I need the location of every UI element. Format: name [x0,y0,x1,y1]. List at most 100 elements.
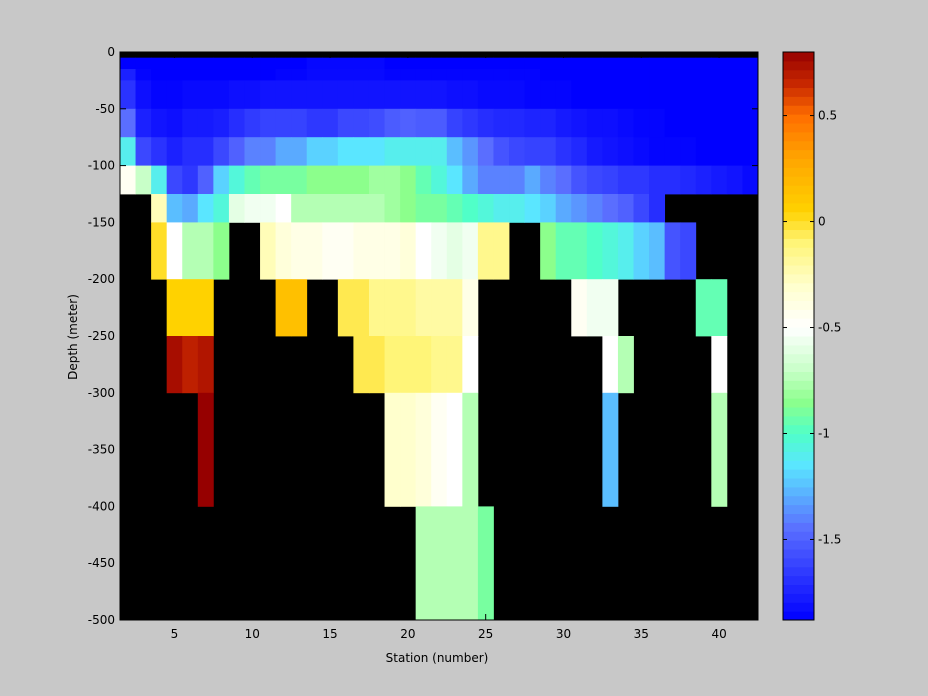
colorbar-segment [783,123,814,133]
heatmap-cell [586,194,603,223]
x-axis-label: Station (number) [386,651,489,665]
heatmap-cell [368,80,385,110]
colorbar-segment [783,486,814,497]
heatmap-cell [493,222,510,280]
heatmap-cell [742,80,759,110]
heatmap-cell [617,69,634,81]
heatmap-cell [726,57,743,70]
heatmap-cell [711,279,728,337]
heatmap-cell [649,108,666,138]
heatmap-cell [695,69,712,81]
heatmap-cell [446,506,463,621]
heatmap-cell [571,194,588,223]
heatmap-cell [228,194,245,223]
heatmap-cell [711,137,728,166]
colorbar-segment [783,602,814,612]
heatmap-cell [462,506,479,621]
heatmap-cell [633,165,650,195]
heatmap-cell [244,80,261,110]
heatmap-cell [540,69,557,81]
heatmap-cell [711,80,728,110]
heatmap-cell [353,165,370,195]
heatmap-cell [571,69,588,81]
colorbar-segment [783,158,814,168]
heatmap-cell [244,194,261,223]
heatmap-cell [586,69,603,81]
heatmap-cell [415,137,432,166]
heatmap-cell [415,108,432,138]
heatmap-cell [291,69,308,81]
x-tick-label: 5 [171,627,179,641]
colorbar-segment [783,522,814,532]
heatmap-cell [415,222,432,280]
heatmap-cell [695,137,712,166]
y-tick-label: -400 [88,499,115,513]
heatmap-cell [571,137,588,166]
heatmap-cell [197,392,214,507]
heatmap-cell [524,108,541,138]
heatmap-cell [477,57,494,70]
heatmap-cell [368,336,385,394]
heatmap-cell [166,336,183,394]
heatmap-cell [540,80,557,110]
x-tick-label: 10 [245,627,260,641]
heatmap-cell [524,80,541,110]
heatmap-cell [711,392,728,507]
heatmap-cell [633,80,650,110]
heatmap-cell [649,57,666,70]
heatmap-cell [368,279,385,337]
heatmap-cell [384,137,401,166]
heatmap-cell [633,69,650,81]
heatmap-cell [431,392,448,507]
heatmap-cell [244,57,261,70]
heatmap-cell [509,108,525,138]
heatmap-cell [540,137,557,166]
heatmap-cell [415,506,432,621]
colorbar-segment [783,149,814,160]
heatmap-cell [197,137,214,166]
heatmap-cell [711,57,728,70]
heatmap-cell [711,165,728,195]
heatmap-cell [182,137,199,166]
heatmap-cell [586,57,603,70]
heatmap-cell [462,165,479,195]
colorbar-segment [783,362,814,372]
heatmap-cell [291,165,308,195]
heatmap-cell [368,108,385,138]
heatmap-cell [477,165,494,195]
colorbar-segment [783,60,814,71]
colorbar-segment [783,407,814,417]
heatmap-cell [213,80,230,110]
colorbar-segment [783,460,814,470]
x-tick-label: 20 [400,627,415,641]
colorbar-segment [783,593,814,603]
heatmap-cell [368,137,385,166]
colorbar-segment [783,52,814,62]
colorbar-segment [783,495,814,506]
colorbar-segment [783,69,814,80]
heatmap-cell [400,108,417,138]
heatmap-cell [337,279,354,337]
heatmap-cell [415,57,432,70]
heatmap-cell [742,165,759,195]
heatmap-cell [275,69,292,81]
heatmap-cell [368,165,385,195]
heatmap-cell [431,165,448,195]
colorbar-tick-label: 0 [818,215,826,229]
colorbar-segment [783,282,814,293]
heatmap-cell [306,69,323,81]
colorbar-segment [783,256,814,266]
heatmap-cell [353,80,370,110]
heatmap-cell [400,279,417,337]
y-tick-label: -300 [88,386,115,400]
heatmap-cell [135,80,152,110]
heatmap-cell [400,80,417,110]
colorbar-segment [783,611,814,621]
heatmap-cell [337,222,354,280]
heatmap-cell [555,222,572,280]
heatmap-cell [353,57,370,70]
heatmap-cell [400,69,417,81]
colorbar-segment [783,327,814,337]
heatmap-cell [182,69,199,81]
heatmap-cell [602,165,619,195]
